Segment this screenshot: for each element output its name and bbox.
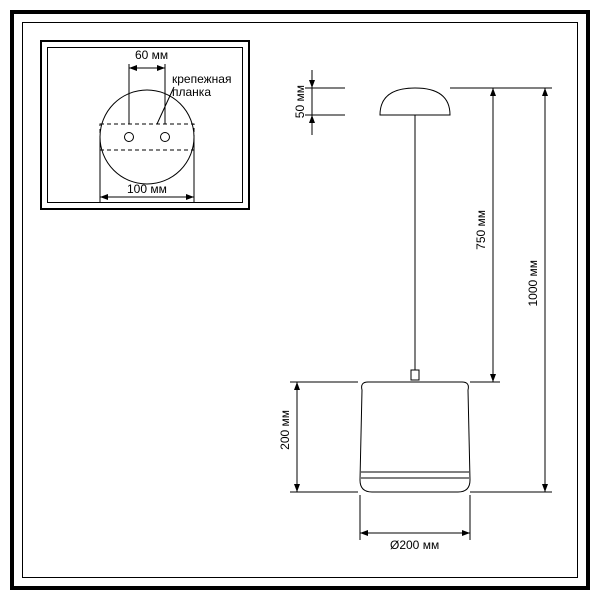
total-height-label: 1000 мм — [526, 260, 540, 307]
shade-height-label: 200 мм — [278, 410, 292, 450]
shade-diameter-label: Ø200 мм — [390, 538, 439, 552]
canopy-height-label: 50 мм — [293, 85, 307, 118]
cable-length-label: 750 мм — [474, 210, 488, 250]
